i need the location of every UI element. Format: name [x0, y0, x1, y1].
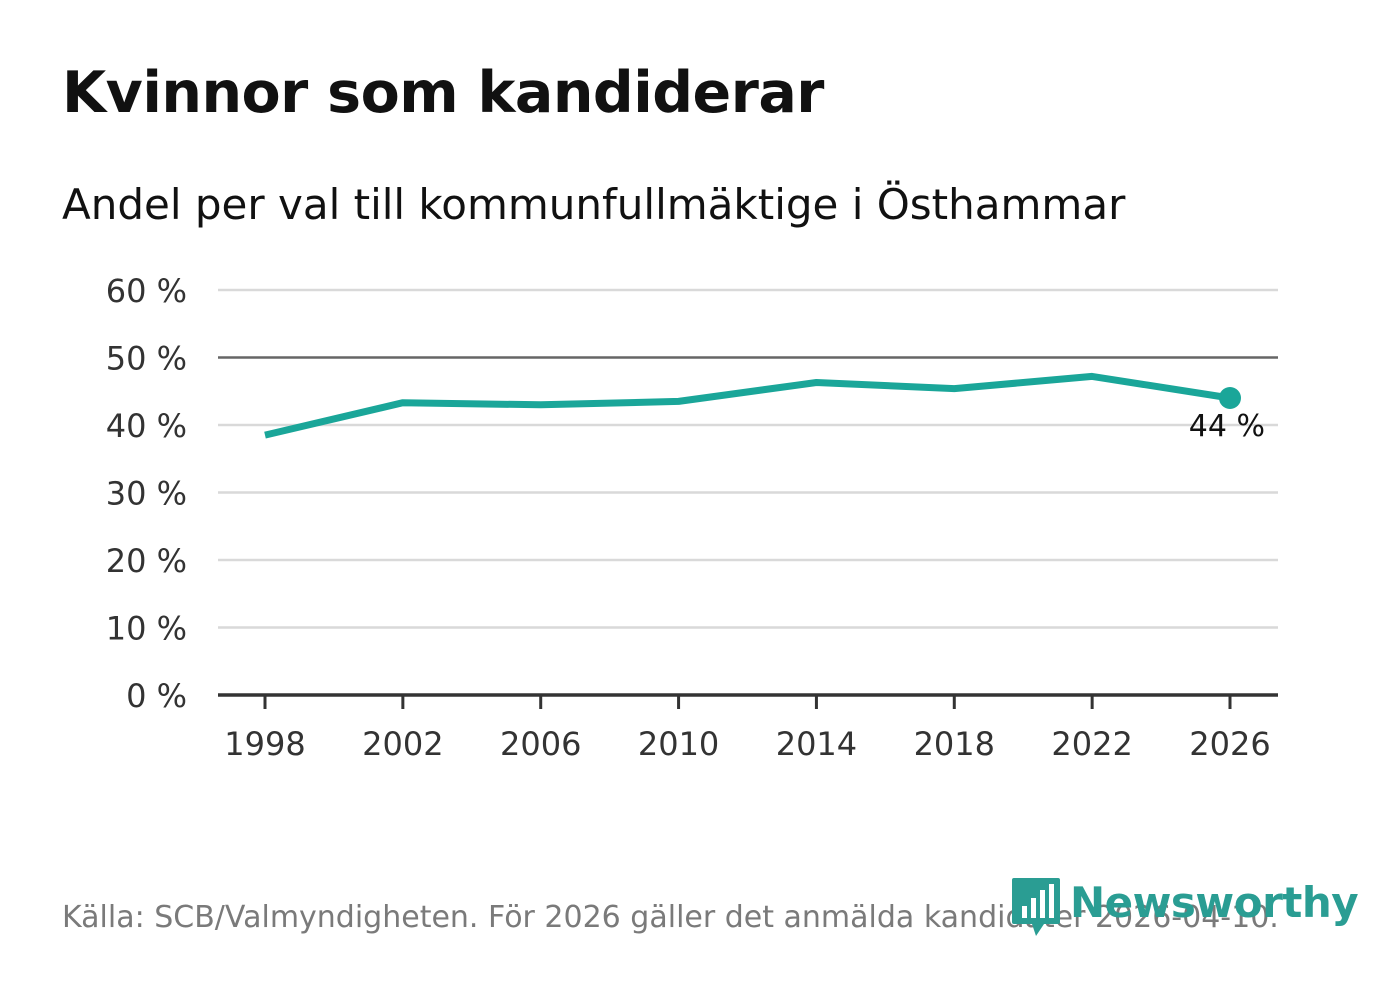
chart-title: Kvinnor som kandiderar: [62, 60, 824, 126]
y-tick-label: 40 %: [106, 407, 187, 445]
gridlines: [218, 288, 1278, 629]
x-tick-label: 2010: [638, 725, 719, 763]
newsworthy-logo-icon: [1012, 878, 1060, 936]
y-tick-label: 10 %: [106, 610, 187, 648]
x-tick-label: 1998: [224, 725, 305, 763]
newsworthy-logo[interactable]: Newsworthy: [1010, 876, 1359, 938]
x-tick-label: 2006: [500, 725, 581, 763]
x-tick-label: 2018: [914, 725, 995, 763]
end-value-label: 44 %: [1189, 409, 1265, 444]
chart-subtitle: Andel per val till kommunfullmäktige i Ö…: [62, 180, 1126, 229]
y-tick-label: 60 %: [106, 272, 187, 310]
series-line-andel-kvinnor: [264, 372, 1231, 439]
y-tick-label: 50 %: [106, 340, 187, 378]
x-axis: 1998 2002 2006 2010 2014 2018 2022 2026: [218, 693, 1278, 763]
y-axis-tick-labels: 0 % 10 % 20 % 30 % 40 % 50 % 60 %: [106, 272, 187, 715]
x-tick-label: 2022: [1051, 725, 1132, 763]
x-tick-label: 2014: [776, 725, 857, 763]
x-tick-label: 2026: [1189, 725, 1270, 763]
end-point-marker: [1219, 387, 1241, 409]
brand-name: Newsworthy: [1070, 878, 1359, 927]
x-tick-label: 2002: [362, 725, 443, 763]
source-note: Källa: SCB/Valmyndigheten. För 2026 gäll…: [62, 900, 1279, 935]
y-tick-label: 0 %: [126, 677, 187, 715]
y-tick-label: 30 %: [106, 475, 187, 513]
data-series: 44 %: [264, 372, 1265, 444]
y-tick-label: 20 %: [106, 542, 187, 580]
